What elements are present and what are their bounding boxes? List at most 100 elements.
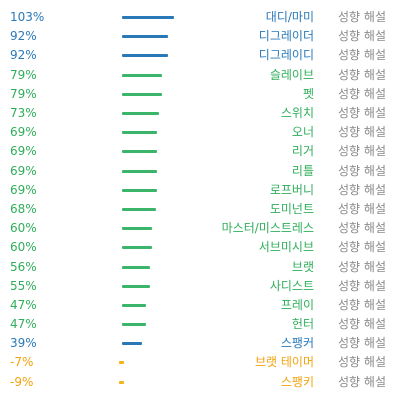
tendency-row: 39% 스팽커 성향 해설 <box>0 334 400 353</box>
tendency-row: 92% 디그레이디 성향 해설 <box>0 46 400 65</box>
percent-value: 92% <box>10 48 37 63</box>
percent-value: 79% <box>10 86 37 101</box>
tendency-name: 사디스트 <box>269 278 314 293</box>
percent-value: 69% <box>10 182 37 197</box>
tendency-name: 헌터 <box>291 317 314 332</box>
score-bar <box>122 265 150 269</box>
score-bar <box>122 112 159 116</box>
percent-value: 68% <box>10 201 37 216</box>
score-bar-track <box>122 104 182 123</box>
score-bar-track <box>122 238 182 257</box>
tendency-name: 펫 <box>302 86 314 101</box>
tendency-row: 55% 사디스트 성향 해설 <box>0 277 400 296</box>
tendency-explanation-link[interactable]: 성향 해설 <box>338 297 386 312</box>
percent-value: 69% <box>10 125 37 140</box>
tendency-name: 대디/마미 <box>265 10 314 25</box>
tendency-row: 68% 도미넌트 성향 해설 <box>0 200 400 219</box>
score-bar <box>122 246 152 250</box>
score-bar <box>122 188 157 192</box>
tendency-name: 브랫 테이머 <box>254 355 314 370</box>
score-bar <box>122 342 142 346</box>
tendency-name: 스팽커 <box>280 336 314 351</box>
tendency-row: 79% 슬레이브 성향 해설 <box>0 66 400 85</box>
tendency-explanation-link[interactable]: 성향 해설 <box>338 10 386 25</box>
tendency-name: 마스터/미스트레스 <box>221 221 314 236</box>
score-bar <box>122 73 162 77</box>
tendency-name: 도미넌트 <box>269 201 314 216</box>
score-bar <box>122 35 168 39</box>
score-bar-track <box>119 373 182 392</box>
tendency-explanation-link[interactable]: 성향 해설 <box>338 278 386 293</box>
tendency-explanation-link[interactable]: 성향 해설 <box>338 29 386 44</box>
tendency-row: 69% 리틀 성향 해설 <box>0 162 400 181</box>
tendency-row: 79% 펫 성향 해설 <box>0 85 400 104</box>
percent-value: -7% <box>10 355 34 370</box>
score-bar-track <box>122 200 182 219</box>
score-bar-track <box>122 277 182 296</box>
tendency-row: 69% 오너 성향 해설 <box>0 123 400 142</box>
score-bar-track <box>122 258 182 277</box>
tendency-name: 스위치 <box>280 106 314 121</box>
tendency-explanation-link[interactable]: 성향 해설 <box>338 317 386 332</box>
tendency-explanation-link[interactable]: 성향 해설 <box>338 163 386 178</box>
tendency-row: 47% 프레이 성향 해설 <box>0 296 400 315</box>
percent-value: 103% <box>10 10 45 25</box>
tendency-explanation-link[interactable]: 성향 해설 <box>338 67 386 82</box>
tendency-explanation-link[interactable]: 성향 해설 <box>338 374 386 389</box>
tendency-name: 스팽키 <box>280 374 314 389</box>
tendency-name: 슬레이브 <box>269 67 314 82</box>
tendency-name: 오너 <box>291 125 314 140</box>
tendency-row: -9% 스팽키 성향 해설 <box>0 373 400 392</box>
score-bar-track <box>119 353 182 372</box>
tendency-explanation-link[interactable]: 성향 해설 <box>338 106 386 121</box>
score-bar <box>119 380 124 384</box>
score-bar <box>119 361 124 365</box>
tendency-name: 로프버니 <box>269 182 314 197</box>
score-bar-track <box>122 181 182 200</box>
percent-value: 56% <box>10 259 37 274</box>
score-bar <box>122 131 157 135</box>
score-bar <box>122 227 152 231</box>
score-bar-track <box>122 315 182 334</box>
tendency-name: 리틀 <box>291 163 314 178</box>
score-bar-track <box>122 123 182 142</box>
percent-value: 39% <box>10 336 37 351</box>
tendency-row: 73% 스위치 성향 해설 <box>0 104 400 123</box>
tendency-explanation-link[interactable]: 성향 해설 <box>338 355 386 370</box>
tendency-name: 디그레이더 <box>258 29 314 44</box>
tendency-explanation-link[interactable]: 성향 해설 <box>338 201 386 216</box>
tendency-explanation-link[interactable]: 성향 해설 <box>338 221 386 236</box>
tendency-explanation-link[interactable]: 성향 해설 <box>338 182 386 197</box>
score-bar-track <box>122 142 182 161</box>
tendency-name: 서브미시브 <box>258 240 314 255</box>
tendency-explanation-link[interactable]: 성향 해설 <box>338 240 386 255</box>
tendency-name: 리거 <box>291 144 314 159</box>
percent-value: 69% <box>10 144 37 159</box>
score-bar-track <box>122 66 182 85</box>
percent-value: 47% <box>10 317 37 332</box>
score-bar-track <box>122 296 182 315</box>
score-bar <box>122 92 162 96</box>
score-bar-track <box>122 46 182 65</box>
tendency-explanation-link[interactable]: 성향 해설 <box>338 48 386 63</box>
score-bar <box>122 323 146 327</box>
tendency-explanation-link[interactable]: 성향 해설 <box>338 125 386 140</box>
score-bar-track <box>122 162 182 181</box>
tendency-name: 디그레이디 <box>258 48 314 63</box>
tendency-name: 프레이 <box>280 297 314 312</box>
tendency-explanation-link[interactable]: 성향 해설 <box>338 336 386 351</box>
tendency-explanation-link[interactable]: 성향 해설 <box>338 144 386 159</box>
tendency-row: 69% 로프버니 성향 해설 <box>0 181 400 200</box>
tendency-name: 브랫 <box>291 259 314 274</box>
tendency-row: 60% 마스터/미스트레스 성향 해설 <box>0 219 400 238</box>
tendency-explanation-link[interactable]: 성향 해설 <box>338 86 386 101</box>
percent-value: 47% <box>10 297 37 312</box>
score-bar <box>122 207 156 211</box>
score-bar <box>122 284 150 288</box>
score-bar <box>122 16 174 20</box>
tendency-explanation-link[interactable]: 성향 해설 <box>338 259 386 274</box>
score-bar-track <box>122 85 182 104</box>
score-bar-track <box>122 8 182 27</box>
score-bar <box>122 303 146 307</box>
